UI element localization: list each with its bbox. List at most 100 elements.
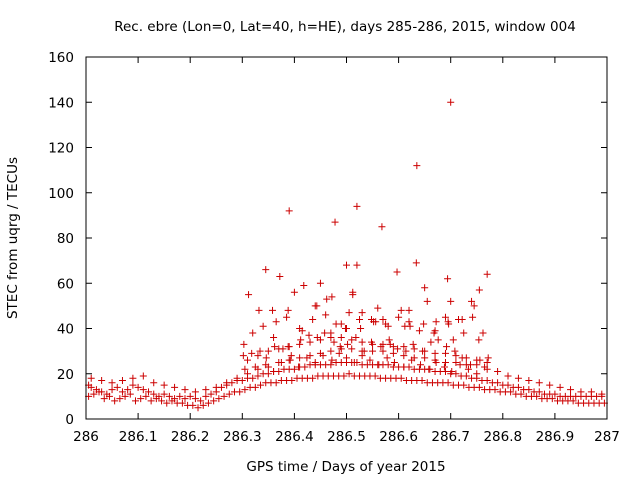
y-tick-label: 140 (48, 95, 74, 111)
data-point (113, 383, 121, 391)
x-tick-label: 286.1 (119, 429, 158, 445)
data-point (270, 367, 278, 375)
data-point (415, 327, 423, 335)
data-point (160, 390, 168, 398)
data-point (462, 372, 470, 380)
data-point (395, 313, 403, 321)
x-tick-label: 286.4 (275, 429, 314, 445)
x-tick-label: 287 (594, 429, 620, 445)
data-point (272, 318, 280, 326)
data-point (181, 395, 189, 403)
data-point (105, 392, 113, 400)
data-point (374, 304, 382, 312)
data-point (150, 390, 158, 398)
data-point (131, 397, 139, 405)
data-point (134, 383, 142, 391)
data-point (389, 349, 397, 357)
data-point (452, 358, 460, 366)
data-point (430, 329, 438, 337)
data-point (254, 372, 262, 380)
data-point (98, 377, 106, 385)
data-point (533, 392, 541, 400)
data-point (400, 343, 408, 351)
data-point (238, 377, 246, 385)
data-point (368, 338, 376, 346)
data-point (244, 370, 252, 378)
data-point (322, 311, 330, 319)
data-point (142, 392, 150, 400)
data-point (410, 345, 418, 353)
x-tick-label: 286 (73, 429, 99, 445)
data-point (434, 336, 442, 344)
data-point (360, 347, 368, 355)
data-point (287, 352, 295, 360)
y-tick-label: 20 (57, 367, 74, 383)
data-point (460, 329, 468, 337)
data-point (358, 352, 366, 360)
data-point (191, 395, 199, 403)
data-point (327, 347, 335, 355)
data-point (419, 347, 427, 355)
data-point (421, 284, 429, 292)
chart-title: Rec. ebre (Lon=0, Lat=40, h=HE), days 28… (114, 19, 576, 35)
data-point (327, 329, 335, 337)
data-point (402, 347, 410, 355)
data-point (319, 352, 327, 360)
data-point (118, 388, 126, 396)
x-tick-label: 286.8 (483, 429, 522, 445)
data-point (340, 372, 348, 380)
data-point (357, 325, 365, 332)
y-axis-title: STEC from uqrg / TECUs (5, 157, 21, 319)
data-point (443, 343, 451, 351)
x-tick-label: 286.7 (431, 429, 470, 445)
data-point (464, 365, 472, 373)
data-point (337, 334, 345, 342)
data-point (100, 395, 108, 403)
data-point (223, 379, 231, 387)
data-point (427, 338, 435, 346)
data-point (432, 318, 440, 326)
data-point (504, 372, 512, 380)
data-point (328, 356, 336, 364)
y-tick-label: 120 (48, 141, 74, 157)
data-point (569, 397, 577, 405)
data-point (316, 279, 324, 287)
data-point (129, 381, 137, 389)
y-tick-labels: 0 20 40 60 80 100 120 140 160 (48, 50, 74, 428)
data-point (350, 358, 358, 366)
data-point (236, 388, 244, 396)
data-point (271, 343, 279, 351)
data-point (284, 343, 292, 351)
data-point (397, 306, 405, 314)
data-point (297, 336, 305, 344)
data-point (225, 390, 233, 398)
data-point (432, 358, 440, 366)
data-point (408, 356, 416, 364)
data-point (514, 374, 522, 382)
data-point (116, 395, 124, 403)
data-point (311, 302, 319, 310)
data-point (379, 315, 387, 323)
data-point (484, 354, 492, 362)
data-point (296, 354, 304, 362)
data-point (313, 334, 321, 342)
plot-frame (85, 56, 608, 420)
data-point (124, 386, 132, 394)
data-point (366, 356, 374, 364)
data-point (171, 383, 179, 391)
y-tick-label: 160 (48, 50, 74, 66)
data-point (349, 288, 357, 296)
y-tick-label: 40 (57, 322, 74, 338)
data-point (87, 374, 95, 382)
data-point (256, 347, 264, 355)
x-axis-title: GPS time / Days of year 2015 (246, 459, 445, 475)
x-tick-label: 286.3 (223, 429, 262, 445)
data-point (207, 390, 215, 398)
data-point (394, 345, 402, 353)
data-point (305, 331, 313, 339)
data-point (353, 202, 361, 210)
x-tick-label: 286.2 (171, 429, 210, 445)
data-point (262, 354, 270, 362)
data-point (393, 268, 401, 276)
data-point (118, 377, 126, 385)
